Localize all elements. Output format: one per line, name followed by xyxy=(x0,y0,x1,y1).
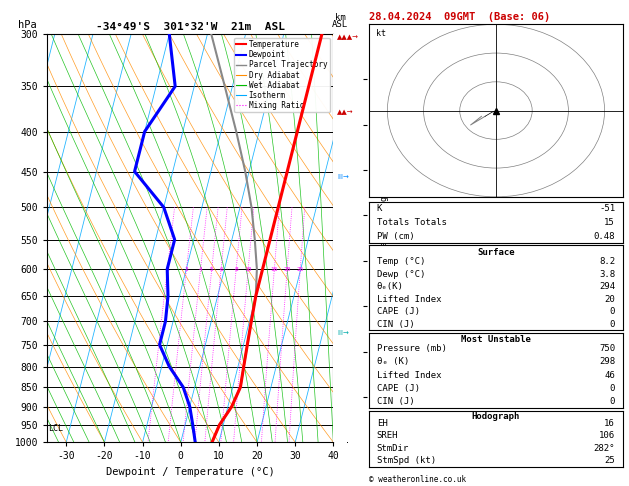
Text: 0: 0 xyxy=(610,320,615,329)
Text: 298: 298 xyxy=(599,357,615,366)
Text: StmSpd (kt): StmSpd (kt) xyxy=(377,456,436,465)
Text: 282°: 282° xyxy=(594,444,615,452)
Text: III→: III→ xyxy=(337,330,349,336)
Text: 25: 25 xyxy=(604,456,615,465)
Text: Most Unstable: Most Unstable xyxy=(461,335,531,344)
Text: Surface: Surface xyxy=(477,248,515,257)
Text: 5: 5 xyxy=(210,266,214,272)
Text: θₑ (K): θₑ (K) xyxy=(377,357,409,366)
Text: 28.04.2024  09GMT  (Base: 06): 28.04.2024 09GMT (Base: 06) xyxy=(369,12,550,22)
Text: 750: 750 xyxy=(599,344,615,353)
Text: EH: EH xyxy=(377,419,387,428)
Text: Dewp (°C): Dewp (°C) xyxy=(377,270,425,279)
Y-axis label: hPa: hPa xyxy=(18,20,36,30)
Text: -51: -51 xyxy=(599,204,615,213)
Text: K: K xyxy=(377,204,382,213)
Text: 20: 20 xyxy=(604,295,615,304)
Text: θₑ(K): θₑ(K) xyxy=(377,282,404,291)
Text: Lifted Index: Lifted Index xyxy=(377,295,442,304)
Text: 25: 25 xyxy=(296,266,304,272)
Text: 20: 20 xyxy=(284,266,291,272)
Text: 8.2: 8.2 xyxy=(599,258,615,266)
X-axis label: Dewpoint / Temperature (°C): Dewpoint / Temperature (°C) xyxy=(106,467,275,477)
Text: ▲▲▲→: ▲▲▲→ xyxy=(337,35,359,40)
Text: Pressure (mb): Pressure (mb) xyxy=(377,344,447,353)
Text: 106: 106 xyxy=(599,431,615,440)
Text: 8: 8 xyxy=(235,266,238,272)
Text: 294: 294 xyxy=(599,282,615,291)
Text: km: km xyxy=(335,13,346,22)
Text: Lifted Index: Lifted Index xyxy=(377,371,442,380)
Text: CIN (J): CIN (J) xyxy=(377,397,415,406)
Text: 15: 15 xyxy=(604,218,615,227)
Text: 3: 3 xyxy=(185,266,188,272)
Text: CAPE (J): CAPE (J) xyxy=(377,307,420,316)
Text: 0: 0 xyxy=(610,307,615,316)
Text: 4: 4 xyxy=(199,266,203,272)
Title: -34°49'S  301°32'W  21m  ASL: -34°49'S 301°32'W 21m ASL xyxy=(96,22,285,32)
Text: 0: 0 xyxy=(610,397,615,406)
Text: ▲▲→: ▲▲→ xyxy=(337,109,353,115)
Legend: Temperature, Dewpoint, Parcel Trajectory, Dry Adiabat, Wet Adiabat, Isotherm, Mi: Temperature, Dewpoint, Parcel Trajectory… xyxy=(234,38,330,112)
Text: SREH: SREH xyxy=(377,431,398,440)
Text: CIN (J): CIN (J) xyxy=(377,320,415,329)
Text: 46: 46 xyxy=(604,371,615,380)
Text: 2: 2 xyxy=(165,266,169,272)
Text: © weatheronline.co.uk: © weatheronline.co.uk xyxy=(369,474,466,484)
Text: LCL: LCL xyxy=(48,424,64,433)
Text: 16: 16 xyxy=(270,266,278,272)
Y-axis label: Mixing Ratio (g/kg): Mixing Ratio (g/kg) xyxy=(380,191,389,286)
Text: PW (cm): PW (cm) xyxy=(377,232,415,241)
Text: Totals Totals: Totals Totals xyxy=(377,218,447,227)
Text: Hodograph: Hodograph xyxy=(472,412,520,421)
Text: 16: 16 xyxy=(604,419,615,428)
Text: 6: 6 xyxy=(220,266,223,272)
Text: Temp (°C): Temp (°C) xyxy=(377,258,425,266)
Text: StmDir: StmDir xyxy=(377,444,409,452)
Text: 3.8: 3.8 xyxy=(599,270,615,279)
Text: III→: III→ xyxy=(337,174,349,180)
Text: ASL: ASL xyxy=(332,20,348,29)
Text: 0.48: 0.48 xyxy=(594,232,615,241)
Text: 0: 0 xyxy=(610,384,615,393)
Text: kt: kt xyxy=(377,29,386,38)
Text: CAPE (J): CAPE (J) xyxy=(377,384,420,393)
Text: 10: 10 xyxy=(245,266,252,272)
